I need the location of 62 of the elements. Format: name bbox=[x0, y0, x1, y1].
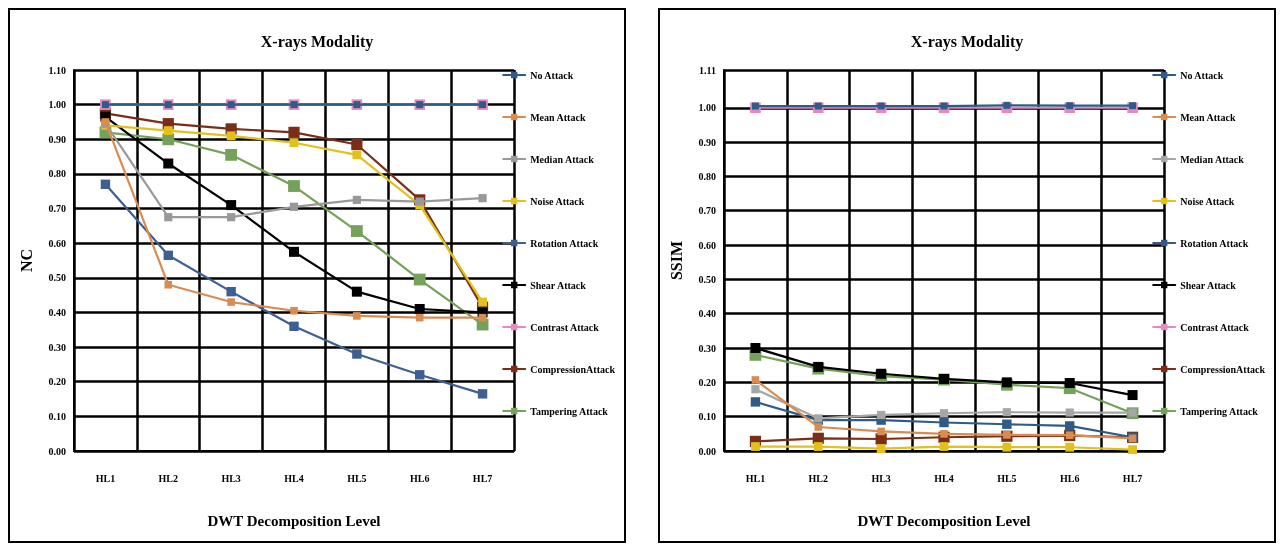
legend-label: No Attack bbox=[530, 69, 574, 81]
y-tick-label: 0.50 bbox=[48, 272, 66, 284]
x-tick-label: HL6 bbox=[409, 472, 430, 484]
legend-label: Median Attack bbox=[1180, 153, 1245, 165]
y-tick-label: 1.10 bbox=[48, 64, 66, 76]
legend-label: Mean Attack bbox=[530, 111, 586, 123]
legend-label: Shear Attack bbox=[1180, 279, 1237, 291]
legend-label: No Attack bbox=[1180, 69, 1224, 81]
x-tick-label: HL1 bbox=[745, 472, 766, 484]
legend-label: CompressionAttack bbox=[530, 363, 616, 375]
legend-label: Median Attack bbox=[530, 153, 595, 165]
x-tick-label: HL7 bbox=[472, 472, 493, 484]
y-tick-label: 0.80 bbox=[48, 168, 66, 180]
x-tick-label: HL2 bbox=[158, 472, 179, 484]
y-tick-label: 0.70 bbox=[698, 205, 716, 217]
y-tick-label: 1.00 bbox=[698, 102, 716, 114]
legend-label: CompressionAttack bbox=[1180, 363, 1266, 375]
y-tick-label: 0.40 bbox=[698, 308, 716, 320]
y-tick-label: 0.50 bbox=[698, 273, 716, 285]
y-tick-label: 0.20 bbox=[698, 376, 716, 388]
x-tick-label: HL3 bbox=[221, 472, 241, 484]
y-tick-label: 0.90 bbox=[48, 133, 66, 145]
x-tick-label: HL5 bbox=[997, 472, 1017, 484]
x-tick-label: HL2 bbox=[808, 472, 829, 484]
y-tick-label: 0.30 bbox=[698, 342, 716, 354]
x-tick-label: HL5 bbox=[347, 472, 367, 484]
x-tick-label: HL7 bbox=[1122, 472, 1143, 484]
y-tick-label: 0.00 bbox=[698, 445, 716, 457]
y-tick-label: 0.40 bbox=[48, 306, 66, 318]
y-tick-label: 0.30 bbox=[48, 341, 66, 353]
legend-label: Contrast Attack bbox=[530, 321, 600, 333]
y-tick-label: 0.20 bbox=[48, 376, 66, 388]
legend-label: Rotation Attack bbox=[1180, 237, 1249, 249]
x-tick-label: HL3 bbox=[871, 472, 891, 484]
y-tick-label: 1.00 bbox=[48, 99, 66, 111]
y-tick-label: 0.80 bbox=[698, 170, 716, 182]
legend-label: Tampering Attack bbox=[530, 405, 609, 417]
x-axis-title: DWT Decomposition Level bbox=[857, 512, 1031, 529]
y-tick-label: 0.00 bbox=[48, 445, 66, 457]
chart-title: X-rays Modality bbox=[260, 32, 374, 51]
x-tick-label: HL4 bbox=[934, 472, 954, 484]
y-tick-label: 0.60 bbox=[48, 237, 66, 249]
legend-label: Noise Attack bbox=[1180, 195, 1235, 207]
x-tick-label: HL6 bbox=[1059, 472, 1080, 484]
x-tick-label: HL1 bbox=[95, 472, 116, 484]
y-tick-label: 1.11 bbox=[699, 64, 716, 76]
legend-label: Rotation Attack bbox=[530, 237, 599, 249]
legend-label: Shear Attack bbox=[530, 279, 587, 291]
legend-label: Mean Attack bbox=[1180, 111, 1236, 123]
y-tick-label: 0.90 bbox=[698, 136, 716, 148]
x-tick-label: HL4 bbox=[284, 472, 304, 484]
legend-label: Contrast Attack bbox=[1180, 321, 1250, 333]
y-tick-label: 0.60 bbox=[698, 239, 716, 251]
y-tick-label: 0.10 bbox=[48, 410, 66, 422]
y-tick-label: 0.70 bbox=[48, 203, 66, 215]
x-axis-title: DWT Decomposition Level bbox=[207, 512, 381, 529]
y-tick-label: 0.10 bbox=[698, 411, 716, 423]
y-axis-title: SSIM bbox=[667, 240, 685, 281]
legend-label: Noise Attack bbox=[530, 195, 585, 207]
legend-label: Tampering Attack bbox=[1180, 405, 1259, 417]
chart-title: X-rays Modality bbox=[910, 32, 1024, 51]
y-axis-title: NC bbox=[17, 248, 35, 273]
